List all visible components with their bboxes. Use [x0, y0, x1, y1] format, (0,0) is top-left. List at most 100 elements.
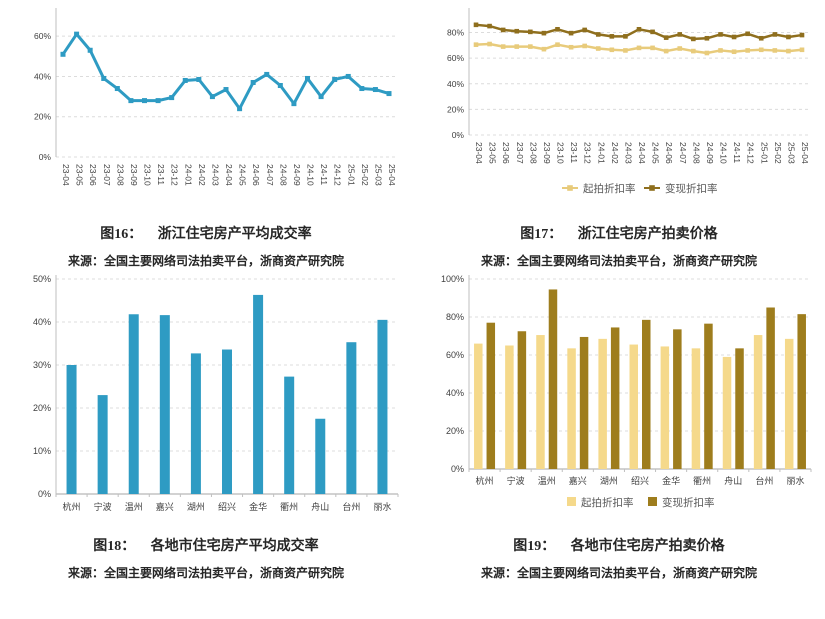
figure-17-label: 图17：	[520, 227, 563, 242]
city-auction-price-bar-chart: 0% 20% 40% 60% 80% 100% 杭州 宁波 温州 嘉兴 湖州 绍兴 金华 衢州 舟山 台州 丽水…	[441, 274, 812, 509]
legend: 起拍折扣率 变现折扣率	[567, 496, 715, 509]
svg-text:24-07: 24-07	[678, 142, 688, 164]
svg-text:20%: 20%	[33, 403, 51, 413]
figure-19: 0% 20% 40% 60% 80% 100% 杭州 宁波 温州 嘉兴 湖州 绍兴 金华 衢州 舟山 台州 丽水…	[413, 269, 825, 581]
svg-text:23-05: 23-05	[488, 142, 498, 164]
tick-labels: 0% 20% 40% 60% 80% 100% 杭州 宁波 温州 嘉兴 湖州 绍兴 金华 衢州 舟山 台州 丽水	[441, 274, 804, 486]
svg-text:23-07: 23-07	[102, 164, 112, 186]
svg-text:丽水: 丽水	[373, 501, 391, 512]
svg-text:24-04: 24-04	[224, 164, 234, 186]
svg-text:24-10: 24-10	[306, 164, 316, 186]
svg-text:杭州: 杭州	[63, 501, 81, 512]
figure-19-caption: 图19： 各地市住宅房产拍卖价格	[413, 535, 825, 555]
svg-text:台州: 台州	[342, 501, 360, 512]
svg-text:23-08: 23-08	[115, 164, 125, 186]
svg-text:20%: 20%	[447, 104, 464, 114]
svg-text:台州: 台州	[755, 475, 773, 486]
series-平均成交率	[60, 31, 392, 112]
svg-text:24-02: 24-02	[197, 164, 207, 186]
series-平均成交率	[66, 294, 388, 494]
svg-text:杭州: 杭州	[476, 475, 494, 486]
svg-text:23-12: 23-12	[583, 142, 593, 164]
svg-text:30%: 30%	[33, 360, 51, 370]
svg-text:23-07: 23-07	[515, 142, 525, 164]
svg-text:25-02: 25-02	[773, 142, 783, 164]
svg-text:0%: 0%	[39, 152, 52, 162]
figure-19-title: 各地市住宅房产拍卖价格	[570, 539, 725, 554]
svg-text:24-02: 24-02	[610, 142, 620, 164]
svg-text:丽水: 丽水	[786, 475, 804, 486]
figure-16-label: 图16：	[100, 227, 143, 242]
svg-text:24-01: 24-01	[183, 164, 193, 186]
figure-18-title: 各地市住宅房产平均成交率	[150, 539, 319, 554]
svg-text:23-06: 23-06	[88, 164, 98, 186]
svg-text:舟山: 舟山	[311, 501, 329, 512]
figure-17-caption: 图17： 浙江住宅房产拍卖价格	[413, 223, 825, 243]
svg-text:40%: 40%	[447, 79, 464, 89]
svg-text:23-04: 23-04	[474, 142, 484, 164]
svg-text:宁波: 宁波	[94, 501, 112, 512]
series-变现折扣率	[473, 22, 805, 42]
svg-text:温州: 温州	[538, 476, 556, 486]
gridlines	[56, 35, 396, 158]
svg-text:20%: 20%	[34, 112, 51, 122]
svg-text:23-06: 23-06	[501, 142, 511, 164]
svg-text:起拍折扣率: 起拍折扣率	[581, 496, 634, 509]
svg-text:60%: 60%	[447, 53, 464, 63]
svg-text:温州: 温州	[125, 502, 143, 512]
svg-text:80%: 80%	[446, 312, 464, 322]
svg-text:23-10: 23-10	[143, 164, 153, 186]
svg-text:23-08: 23-08	[528, 142, 538, 164]
figure-18-source: 来源：全国主要网络司法拍卖平台，浙商资产研究院	[67, 566, 344, 580]
svg-text:0%: 0%	[452, 130, 465, 140]
svg-text:24-09: 24-09	[292, 164, 302, 186]
series-变现折扣率	[486, 289, 806, 469]
svg-text:80%: 80%	[447, 28, 464, 38]
svg-text:变现折扣率: 变现折扣率	[662, 496, 715, 509]
tick-labels: 0% 20% 40% 60% 23-04 23-05 23-06 23-07 23-08 23-0…	[34, 31, 397, 186]
svg-text:24-11: 24-11	[732, 142, 742, 163]
svg-text:23-09: 23-09	[542, 142, 552, 164]
series-起拍折扣率	[473, 41, 805, 56]
svg-text:100%: 100%	[441, 274, 464, 284]
city-avg-transaction-rate-bar-chart: 0% 10% 20% 30% 40% 50% 杭州 宁波 温州 嘉兴 湖州 绍兴 金华 衢州 舟山 台州 丽水	[33, 274, 399, 512]
svg-text:0%: 0%	[451, 464, 464, 474]
figure-17-title: 浙江住宅房产拍卖价格	[577, 227, 718, 242]
svg-text:24-12: 24-12	[333, 164, 343, 186]
svg-text:24-08: 24-08	[691, 142, 701, 164]
tick-labels: 0% 20% 40% 60% 80% 23-04 23-05 23-06 23-07 23-08 2…	[447, 28, 810, 165]
svg-text:嘉兴: 嘉兴	[569, 475, 587, 486]
svg-text:60%: 60%	[446, 350, 464, 360]
svg-text:绍兴: 绍兴	[631, 475, 649, 486]
svg-text:绍兴: 绍兴	[218, 501, 236, 512]
svg-text:24-08: 24-08	[278, 164, 288, 186]
svg-text:24-06: 24-06	[664, 142, 674, 164]
svg-text:24-03: 24-03	[623, 142, 633, 164]
svg-text:23-11: 23-11	[569, 142, 579, 163]
svg-text:20%: 20%	[446, 426, 464, 436]
svg-text:25-02: 25-02	[360, 164, 370, 186]
axes	[468, 275, 812, 472]
svg-text:24-11: 24-11	[319, 164, 329, 185]
figure-18: 0% 10% 20% 30% 40% 50% 杭州 宁波 温州 嘉兴 湖州 绍兴 金华 衢州 舟山 台州 丽水 …	[0, 269, 412, 581]
svg-text:10%: 10%	[33, 446, 51, 456]
svg-text:25-01: 25-01	[759, 142, 769, 164]
svg-text:嘉兴: 嘉兴	[156, 501, 174, 512]
svg-text:0%: 0%	[38, 489, 51, 499]
svg-text:50%: 50%	[33, 274, 51, 284]
svg-text:40%: 40%	[33, 317, 51, 327]
figures-grid: 0% 20% 40% 60% 23-04 23-05 23-06 23-07 23-08 23-0…	[0, 8, 825, 581]
svg-text:24-05: 24-05	[238, 164, 248, 186]
zhejiang-avg-transaction-rate-line-chart: 0% 20% 40% 60% 23-04 23-05 23-06 23-07 23-08 23-0…	[34, 8, 397, 186]
svg-text:金华: 金华	[249, 501, 267, 512]
zhejiang-auction-price-line-chart: 0% 20% 40% 60% 80% 23-04 23-05 23-06 23-07 23-08 2…	[447, 8, 810, 195]
svg-text:湖州: 湖州	[187, 502, 205, 512]
svg-text:24-10: 24-10	[719, 142, 729, 164]
svg-text:25-01: 25-01	[346, 164, 356, 186]
svg-text:25-04: 25-04	[800, 142, 810, 164]
figure-16-caption: 图16： 浙江住宅房产平均成交率	[0, 223, 412, 243]
svg-text:变现折扣率: 变现折扣率	[665, 182, 718, 195]
svg-text:23-04: 23-04	[61, 164, 71, 186]
svg-text:宁波: 宁波	[507, 475, 525, 486]
